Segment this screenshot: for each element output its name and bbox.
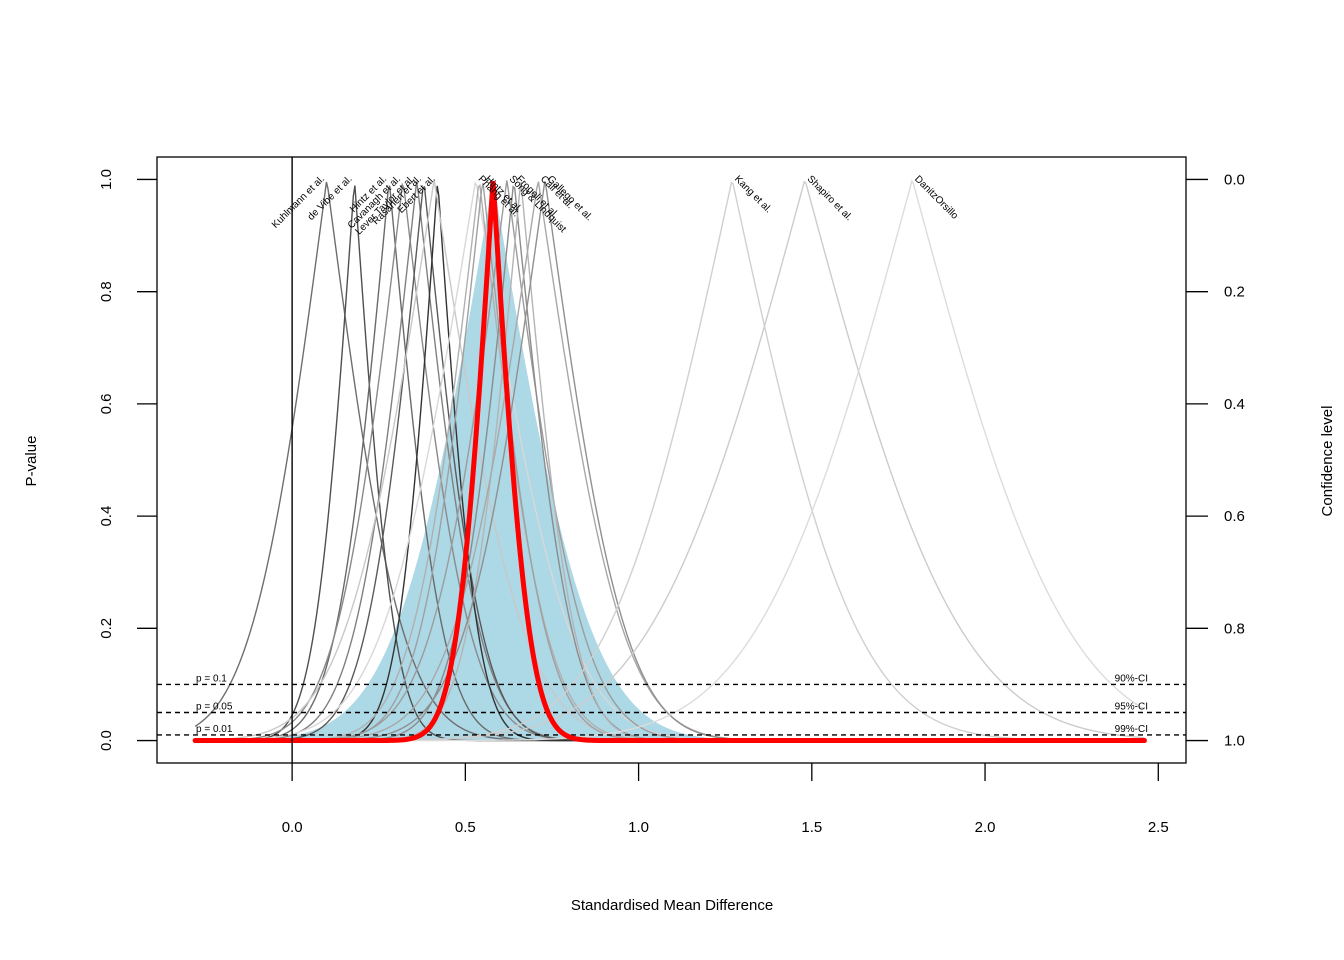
y-tick-label-0: 0.0: [98, 730, 115, 751]
x-tick-label-2: 1.0: [628, 819, 649, 836]
study-label-14: Shapiro et al.: [805, 174, 854, 223]
prediction-region: [195, 182, 795, 741]
study-curve-6: [195, 185, 1145, 742]
study-curve-3: [195, 182, 1145, 742]
x-tick-label-5: 2.5: [1148, 819, 1169, 836]
study-labels-layer: Kuhlmann et al.de Vibe et al.Hintz et al…: [270, 174, 960, 237]
prediction-region-layer: [195, 182, 795, 741]
y2-tick-label-1: 0.8: [1224, 620, 1245, 637]
x-tick-label-1: 0.5: [455, 819, 476, 836]
y2-axis-title: Confidence level: [1319, 406, 1336, 517]
study-curve-9: [195, 183, 1145, 742]
reference-lines-layer: p = 0.1 90%-CI p = 0.05 95%-CI p = 0.01 99%-C…: [157, 673, 1186, 736]
study-curve-5: [195, 185, 1145, 742]
y2-tick-label-0: 1.0: [1224, 733, 1245, 750]
study-curve-10: [195, 182, 1145, 742]
study-curve-2: [195, 185, 1145, 742]
y2-tick-label-2: 0.6: [1224, 508, 1245, 525]
y-tick-label-2: 0.4: [98, 506, 115, 527]
plot-frame: [156, 156, 1187, 764]
pooled-curve-layer: [192, 181, 1147, 744]
y-tick-label-1: 0.2: [98, 618, 115, 639]
x-tick-label-3: 1.5: [801, 819, 822, 836]
study-curves-layer: [194, 179, 1145, 742]
pooled-estimate-curve: [192, 181, 1147, 744]
y2-tick-label-5: 0.0: [1224, 171, 1245, 188]
reference-right-label-0: 90%-CI: [1115, 673, 1148, 684]
reference-left-label-0: p = 0.1: [196, 673, 227, 684]
reference-right-label-1: 95%-CI: [1115, 702, 1148, 713]
reference-left-label-2: p = 0.01: [196, 724, 233, 735]
y2-tick-label-4: 0.2: [1224, 284, 1245, 301]
reference-left-label-1: p = 0.05: [196, 702, 233, 713]
study-curve-1: [195, 185, 1145, 742]
y-tick-label-4: 0.8: [98, 281, 115, 302]
study-curve-13: [195, 182, 1145, 742]
x-tick-label-0: 0.0: [282, 819, 303, 836]
study-curve-12: [195, 185, 1145, 742]
study-curve-16: [195, 181, 1145, 742]
study-label-15: DanitzOrsillo: [912, 174, 960, 222]
x-axis-title: Standardised Mean Difference: [571, 897, 773, 914]
x-tick-label-4: 2.0: [975, 819, 996, 836]
reference-right-label-2: 99%-CI: [1115, 724, 1148, 735]
y-axis-title: P-value: [23, 436, 40, 487]
study-curve-8: [195, 181, 1145, 742]
y-tick-label-3: 0.6: [98, 393, 115, 414]
axes-layer: 0.0 0.5 1.0 1.5 2.0 2.5 0.0 0.2 0.4 0.6 0.8 1.0 1.0 0…: [98, 156, 1245, 836]
y2-tick-label-3: 0.4: [1224, 396, 1245, 413]
y-tick-label-5: 1.0: [98, 169, 115, 190]
study-curve-0: [194, 181, 1145, 742]
